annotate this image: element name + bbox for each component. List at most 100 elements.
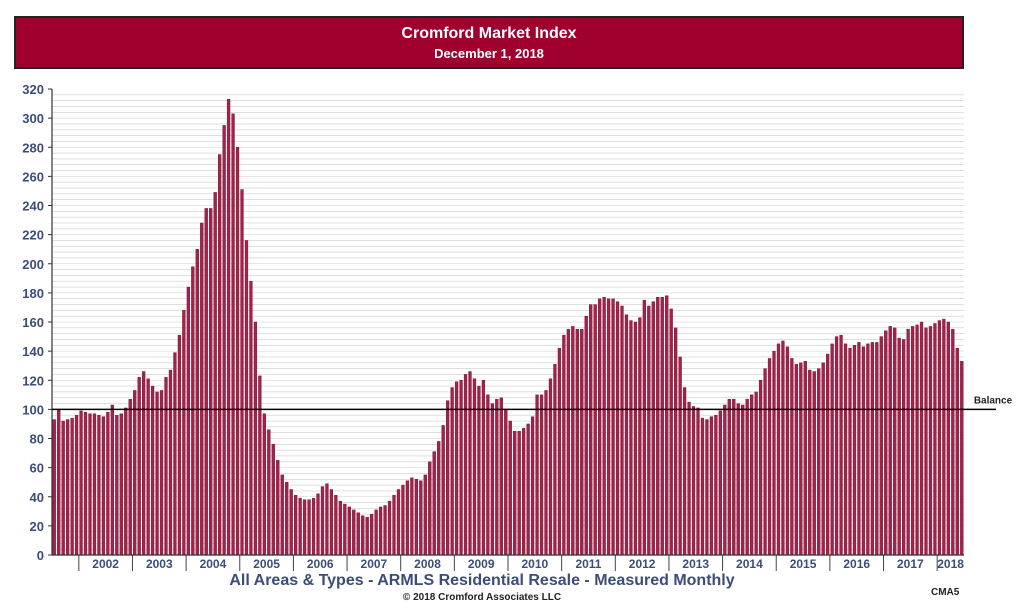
bar <box>267 429 271 556</box>
bar <box>651 301 655 556</box>
bar <box>794 364 798 556</box>
bar <box>302 499 307 556</box>
bar <box>490 403 494 556</box>
bar <box>316 493 320 556</box>
balance-label: Balance <box>974 395 1013 406</box>
y-tick-label: 300 <box>22 111 44 126</box>
x-tick-label: 2011 <box>575 557 601 571</box>
bar <box>428 461 432 556</box>
bar <box>776 343 781 556</box>
bar <box>137 377 141 556</box>
bar <box>320 486 325 556</box>
x-tick-label: 2013 <box>682 557 709 571</box>
bar <box>209 208 213 556</box>
bar <box>942 318 946 556</box>
bar <box>115 415 119 556</box>
bar <box>571 326 575 556</box>
bar <box>383 505 387 556</box>
bar <box>396 489 401 556</box>
bar <box>504 409 508 556</box>
bar <box>298 498 302 556</box>
bar <box>602 297 606 556</box>
bar <box>307 499 311 556</box>
x-tick-label: 2002 <box>92 557 119 571</box>
bar <box>441 425 445 556</box>
bar <box>200 222 204 556</box>
chart-footer-title: All Areas & Types - ARMLS Residential Re… <box>229 572 735 589</box>
bar <box>499 397 503 556</box>
x-tick-label: 2007 <box>361 557 388 571</box>
bar <box>539 394 544 556</box>
bar <box>530 416 535 556</box>
bar <box>535 394 539 556</box>
bar <box>553 364 557 556</box>
y-tick-label: 220 <box>22 228 44 243</box>
bar <box>370 514 374 556</box>
bar <box>325 483 329 556</box>
bar <box>66 419 70 556</box>
bar <box>682 387 687 556</box>
bar <box>826 353 830 556</box>
bar <box>687 401 691 556</box>
bar <box>419 480 423 556</box>
bar <box>70 417 74 556</box>
y-tick-label: 200 <box>22 257 44 272</box>
bar <box>741 404 745 556</box>
bar <box>866 343 870 556</box>
bar <box>52 419 56 556</box>
bar <box>615 301 620 556</box>
bar <box>231 113 235 556</box>
bar <box>258 375 262 556</box>
bar <box>57 409 61 556</box>
bar <box>285 481 289 556</box>
bar <box>83 412 88 556</box>
x-tick-label: 2014 <box>736 557 763 571</box>
bar <box>906 329 910 556</box>
bar <box>620 305 624 556</box>
bar <box>378 506 383 556</box>
bar <box>584 315 588 556</box>
bar <box>271 444 275 556</box>
bar <box>289 489 293 556</box>
bar <box>638 317 642 556</box>
bar <box>526 423 530 556</box>
bar <box>74 415 79 556</box>
bar <box>142 371 146 556</box>
bar <box>750 394 754 556</box>
bar <box>410 477 414 556</box>
bar <box>414 479 418 556</box>
bar <box>128 398 132 556</box>
bar <box>575 329 579 556</box>
bar <box>454 381 459 556</box>
bar <box>843 343 848 556</box>
y-tick-label: 280 <box>22 140 44 155</box>
y-tick-label: 20 <box>30 519 44 534</box>
bar <box>159 390 164 556</box>
bar <box>150 385 155 556</box>
bar <box>857 342 861 556</box>
bar <box>933 323 937 556</box>
bar <box>705 419 709 556</box>
bar <box>280 474 284 556</box>
y-tick-label: 60 <box>30 461 44 476</box>
bar <box>772 350 776 556</box>
bar <box>329 489 334 556</box>
bar <box>817 368 821 556</box>
bar <box>347 506 351 556</box>
bar <box>191 266 195 556</box>
bar <box>253 321 258 556</box>
x-tick-label: 2017 <box>897 557 924 571</box>
bar <box>767 358 772 556</box>
bar <box>562 334 566 556</box>
bar <box>186 286 190 556</box>
bar <box>919 321 924 556</box>
bar <box>155 391 159 556</box>
bar <box>696 407 700 556</box>
bar <box>870 342 874 556</box>
bar <box>486 394 490 556</box>
bar <box>700 417 705 556</box>
bar <box>647 305 651 556</box>
bar <box>459 380 463 556</box>
bar <box>808 369 812 556</box>
y-tick-label: 120 <box>22 373 44 388</box>
